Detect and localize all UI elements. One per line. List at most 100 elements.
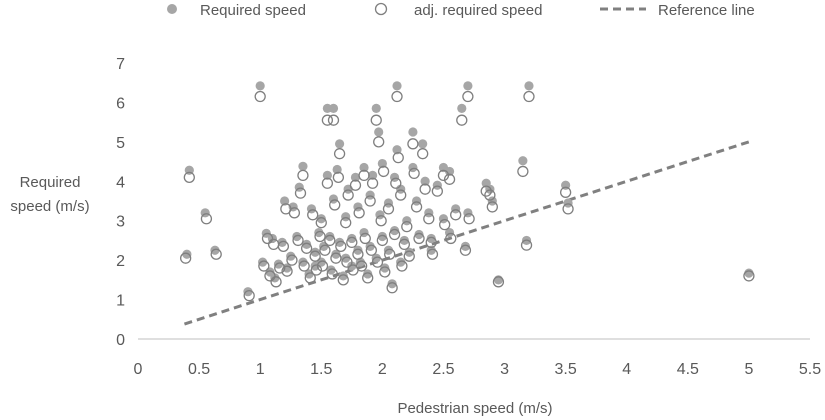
required-speed-point [744,268,754,278]
adj-required-speed-point [445,232,457,245]
adj-required-speed-point [315,217,327,229]
adj-required-speed-point [321,177,334,189]
required-speed-point [328,103,339,113]
adj-required-speed-point [437,169,450,182]
y-tick-label: 6 [116,95,125,112]
adj-required-speed-point [462,90,474,103]
required-speed-point [326,265,336,275]
adj-required-speed-point [375,215,387,227]
adj-required-speed-point [326,268,338,280]
x-tick-label: 0.5 [188,361,210,378]
adj-required-speed-point [298,260,310,272]
required-speed-point [359,162,369,173]
required-speed-point [451,204,461,214]
required-speed-point [414,229,424,240]
required-speed-point [487,196,497,206]
required-speed-point [424,208,434,218]
y-tick-label: 2 [116,253,125,270]
adj-required-speed-point [376,234,389,247]
required-speed-point [338,271,348,281]
required-speed-point [255,81,265,91]
adj-required-speed-point [358,169,370,182]
x-tick-label: 1.5 [310,361,332,378]
adj-required-speed-point [355,260,368,272]
required-speed-point [389,225,400,236]
required-speed-point [392,81,402,91]
adj-required-speed-point [486,201,498,213]
required-speed-point [182,249,192,259]
required-speed-point [404,247,414,257]
required-speed-point [363,269,373,279]
adj-required-speed-point [180,252,192,264]
required-speed-point [325,231,335,242]
chart-legend: Required speed adj. required speed Refer… [167,2,755,19]
required-speed-point [243,287,253,297]
required-speed-point [402,216,412,226]
adj-required-speed-point [349,179,362,191]
adj-required-speed-point [362,272,374,284]
required-speed-point [286,251,296,261]
adj-required-speed-point [388,228,401,241]
adj-required-speed-point [413,232,425,245]
legend-marker-adj-required-speed [374,2,388,16]
adj-required-speed-point [403,250,415,262]
adj-required-speed-point [309,250,321,262]
x-tick-label: 4 [622,361,631,378]
adj-required-speed-point [484,189,496,201]
adj-required-speed-point [277,240,290,252]
required-speed-point [563,198,573,208]
required-speed-point [426,233,436,244]
adj-required-speed-point [443,173,456,185]
adj-required-speed-point [417,148,429,160]
required-speed-point [341,212,351,222]
x-tick-label: 1 [256,361,265,378]
adj-required-speed-point [243,289,255,302]
adj-required-speed-point [407,138,419,150]
adj-required-speed-point [392,151,404,164]
y-tick-label: 3 [116,214,125,231]
required-speed-point [343,184,353,194]
adj-required-speed-point [520,239,533,251]
adj-required-speed-point [333,148,346,160]
adj-required-speed-point [286,254,298,266]
required-speed-point [418,139,428,149]
y-tick-label: 4 [116,174,125,191]
adj-required-speed-point [200,213,213,225]
required-speed-point [332,164,342,175]
required-speed-point [420,176,430,186]
adj-required-speed-point [335,240,347,252]
x-tick-label: 2.5 [432,361,454,378]
required-speed-point [377,158,387,169]
adj-required-speed-point [353,207,365,219]
adj-required-speed-point [281,265,293,277]
plot-area [180,81,755,326]
required-speed-point [365,190,375,200]
adj-required-speed-point [398,238,411,251]
adj-required-speed-point [425,236,437,249]
required-speed-point [350,172,361,182]
required-speed-point [273,259,284,269]
x-tick-label: 3.5 [555,361,577,378]
adj-required-speed-point [459,244,472,256]
adj-required-speed-point [365,244,378,256]
adj-required-speed-point [346,236,358,249]
required-speed-point [298,257,308,267]
axes: 0 0.5 1 1.5 2 2.5 3 3.5 4 4.5 5 5.5 0 1 2 3 4 5 6 7 [116,56,821,378]
required-speed-point [444,166,455,177]
y-axis-title-line-2: speed (m/s) [10,198,89,215]
adj-required-speed-point [314,230,326,243]
required-speed-point [524,81,534,91]
adj-required-speed-point [352,248,364,260]
adj-required-speed-point [294,187,307,199]
adj-required-speed-point [319,244,331,256]
required-speed-point [374,127,384,137]
adj-required-speed-point [562,203,574,215]
adj-required-speed-point [371,256,384,268]
required-speed-point [396,257,406,267]
adj-required-speed-point [463,213,475,225]
adj-required-speed-point [254,90,266,103]
adj-required-speed-point [410,201,423,213]
required-speed-point [316,214,326,224]
y-tick-label: 1 [116,293,125,310]
adj-required-speed-point [377,165,390,178]
